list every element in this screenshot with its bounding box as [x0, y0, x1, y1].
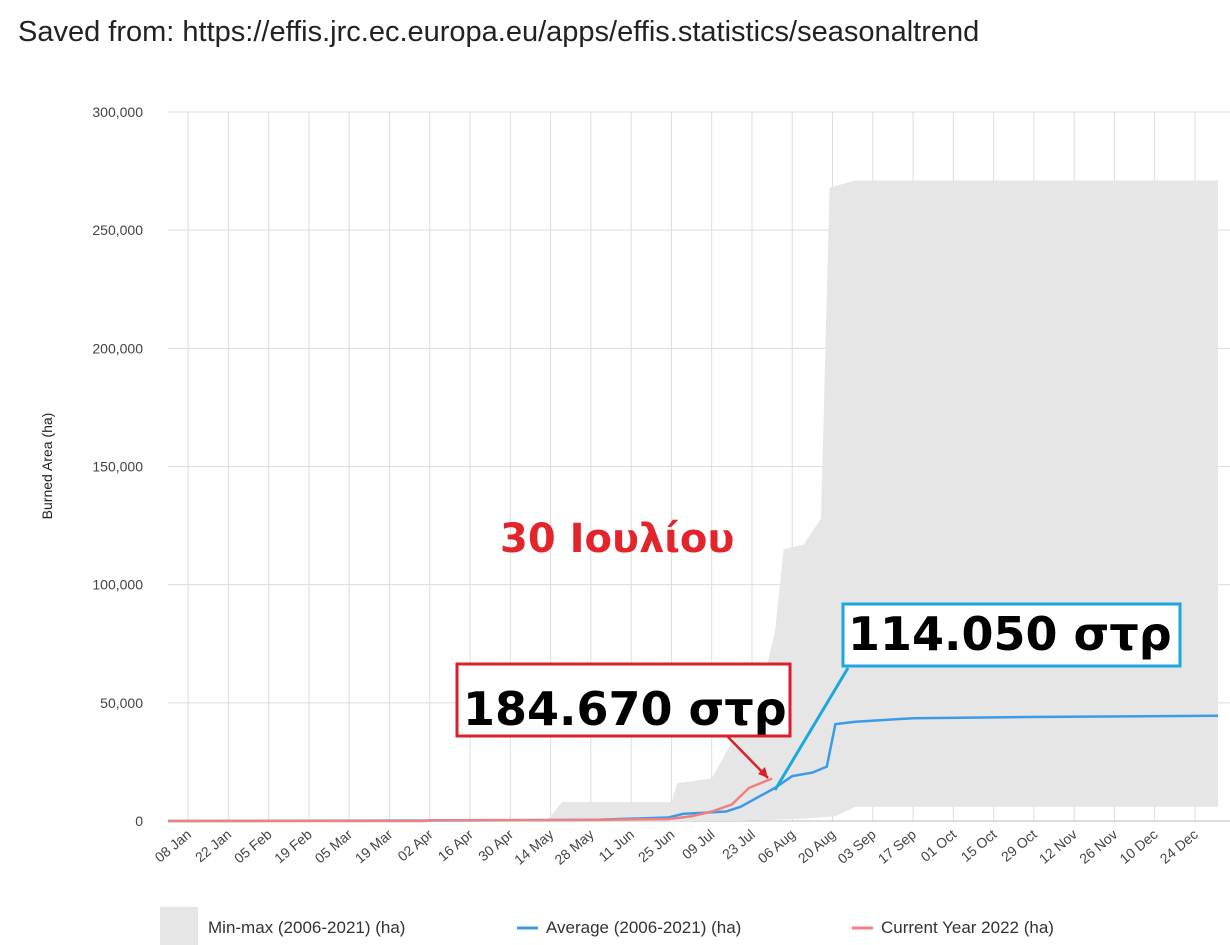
legend-label-current: Current Year 2022 (ha)	[881, 918, 1054, 937]
y-tick-label: 250,000	[92, 222, 143, 238]
x-tick-label: 22 Jan	[192, 826, 234, 865]
x-tick-label: 30 Apr	[475, 826, 517, 864]
current-total-annotation: 184.670 στρ	[463, 682, 787, 736]
current-total-arrowhead	[758, 767, 768, 778]
x-tick-label: 26 Nov	[1076, 826, 1120, 867]
x-tick-label: 15 Oct	[958, 826, 1000, 865]
legend-label-min-max: Min-max (2006-2021) (ha)	[208, 918, 405, 937]
x-tick-label: 05 Mar	[311, 826, 355, 866]
x-tick-label: 17 Sep	[875, 826, 919, 867]
x-tick-label: 20 Aug	[795, 826, 839, 866]
y-axis-ticks: 0 50,000 100,000 150,000 200,000 250,000 300,0…	[92, 104, 143, 829]
saved-from-caption: Saved from: https://effis.jrc.ec.europa.…	[18, 16, 980, 48]
x-tick-label: 19 Mar	[352, 826, 396, 866]
x-tick-label: 06 Aug	[754, 826, 798, 866]
y-tick-label: 100,000	[92, 577, 143, 593]
x-tick-label: 12 Nov	[1036, 826, 1080, 867]
x-tick-label: 05 Feb	[231, 826, 275, 866]
y-axis-label: Burned Area (ha)	[39, 413, 55, 520]
y-tick-label: 300,000	[92, 104, 143, 120]
x-tick-label: 02 Apr	[394, 826, 436, 864]
x-tick-label: 11 Jun	[595, 826, 637, 865]
x-tick-label: 03 Sep	[834, 826, 878, 867]
y-tick-label: 200,000	[92, 340, 143, 356]
x-tick-label: 29 Oct	[998, 826, 1040, 865]
x-tick-label: 19 Feb	[271, 826, 315, 866]
x-tick-label: 25 Jun	[635, 826, 677, 865]
x-tick-label: 08 Jan	[152, 826, 194, 865]
current-total-box	[455, 662, 792, 738]
average-total-pointer	[773, 667, 850, 791]
y-tick-label: 50,000	[100, 695, 143, 711]
x-tick-label: 10 Dec	[1116, 826, 1160, 867]
legend: Min-max (2006-2021) (ha) Average (2006-2…	[160, 907, 1054, 945]
y-tick-label: 150,000	[92, 459, 143, 475]
legend-swatch-min-max	[160, 907, 198, 945]
date-annotation: 30 Ιουλίου	[500, 516, 734, 562]
x-tick-label: 14 May	[511, 826, 556, 868]
y-tick-label: 0	[135, 813, 143, 829]
current-year-series-line	[168, 777, 773, 823]
x-tick-label: 16 Apr	[435, 826, 477, 864]
average-total-box	[841, 602, 1182, 668]
x-tick-label: 23 Jul	[719, 826, 758, 862]
x-tick-label: 28 May	[551, 826, 596, 868]
legend-label-average: Average (2006-2021) (ha)	[546, 918, 741, 937]
x-tick-label: 24 Dec	[1157, 826, 1201, 867]
x-tick-label: 01 Oct	[917, 826, 959, 865]
x-tick-label: 09 Jul	[679, 826, 718, 862]
average-total-annotation: 114.050 στρ	[848, 607, 1172, 661]
